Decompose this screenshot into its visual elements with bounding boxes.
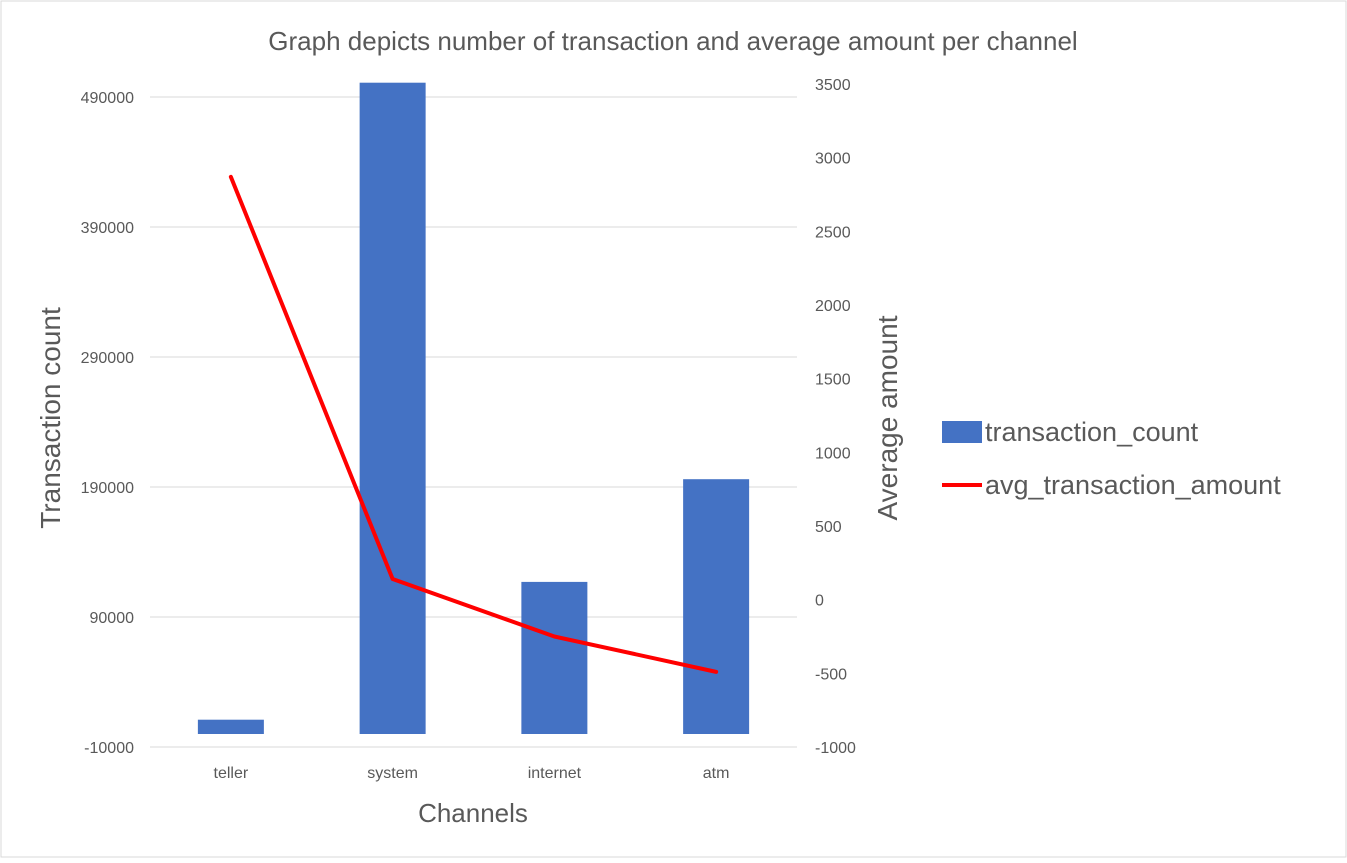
y2-tick-label: 0: [815, 593, 824, 610]
chart-title: Graph depicts number of transaction and …: [268, 26, 1077, 56]
y2-tick-label: -1000: [815, 740, 856, 757]
y-tick-label: 290000: [81, 350, 134, 367]
bar-teller: [197, 719, 264, 734]
y2-axis-title: Average amount: [872, 315, 903, 520]
y-axis-title: Transaction count: [35, 307, 66, 529]
x-tick-label: atm: [703, 765, 730, 782]
y-tick-label: 390000: [81, 220, 134, 237]
y2-tick-label: 2000: [815, 298, 851, 315]
y-tick-label: 90000: [90, 610, 135, 627]
right-axis-ticks: -1000 -500 0 500 1000 1500 2000 2500 3000 3500: [815, 77, 856, 757]
y2-tick-label: 3000: [815, 151, 851, 168]
y2-tick-label: 2500: [815, 224, 851, 241]
y2-tick-label: 1500: [815, 372, 851, 389]
bar-system: [359, 82, 426, 734]
legend: transaction_count avg_transaction_amount: [942, 417, 1281, 500]
bar-internet: [521, 581, 588, 734]
y-tick-label: 490000: [81, 90, 134, 107]
x-axis-ticks: teller system internet atm: [214, 765, 730, 782]
y-tick-label: -10000: [84, 740, 134, 757]
bar-atm: [683, 479, 750, 734]
y-tick-label: 190000: [81, 480, 134, 497]
bar-series: [197, 82, 750, 734]
legend-swatch-bar: [942, 421, 982, 443]
y2-tick-label: 1000: [815, 445, 851, 462]
x-axis-title: Channels: [418, 798, 528, 828]
x-tick-label: teller: [214, 765, 249, 782]
line-series: [228, 174, 719, 674]
legend-label-line: avg_transaction_amount: [985, 470, 1281, 500]
y2-tick-label: -500: [815, 666, 847, 683]
y2-tick-label: 3500: [815, 77, 851, 94]
left-axis-ticks: -10000 90000 190000 290000 390000 490000: [81, 90, 134, 757]
x-tick-label: internet: [528, 765, 582, 782]
legend-label-bar: transaction_count: [985, 417, 1199, 447]
y2-tick-label: 500: [815, 519, 842, 536]
avg-amount-line: [228, 174, 719, 674]
x-tick-label: system: [367, 765, 418, 782]
